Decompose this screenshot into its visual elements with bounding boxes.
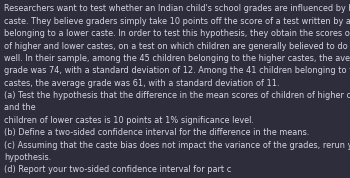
Text: and the: and the xyxy=(4,103,36,112)
Text: hypothesis.: hypothesis. xyxy=(4,153,51,162)
Text: (c) Assuming that the caste bias does not impact the variance of the grades, rer: (c) Assuming that the caste bias does no… xyxy=(4,141,350,150)
Text: grade was 74, with a standard deviation of 12. Among the 41 children belonging t: grade was 74, with a standard deviation … xyxy=(4,66,350,75)
Text: caste. They believe graders simply take 10 points off the score of a test writte: caste. They believe graders simply take … xyxy=(4,17,350,26)
Text: of higher and lower castes, on a test on which children are generally believed t: of higher and lower castes, on a test on… xyxy=(4,42,350,51)
Text: well. In their sample, among the 45 children belonging to the higher castes, the: well. In their sample, among the 45 chil… xyxy=(4,54,350,63)
Text: belonging to a lower caste. In order to test this hypothesis, they obtain the sc: belonging to a lower caste. In order to … xyxy=(4,29,350,38)
Text: (a) Test the hypothesis that the difference in the mean scores of children of hi: (a) Test the hypothesis that the differe… xyxy=(4,91,350,100)
Text: Researchers want to test whether an Indian child's school grades are influenced : Researchers want to test whether an Indi… xyxy=(4,4,350,14)
Text: (d) Report your two-sided confidence interval for part c: (d) Report your two-sided confidence int… xyxy=(4,165,231,174)
Text: (b) Define a two-sided confidence interval for the difference in the means.: (b) Define a two-sided confidence interv… xyxy=(4,128,309,137)
Text: children of lower castes is 10 points at 1% significance level.: children of lower castes is 10 points at… xyxy=(4,116,254,125)
Text: castes, the average grade was 61, with a standard deviation of 11.: castes, the average grade was 61, with a… xyxy=(4,79,280,88)
